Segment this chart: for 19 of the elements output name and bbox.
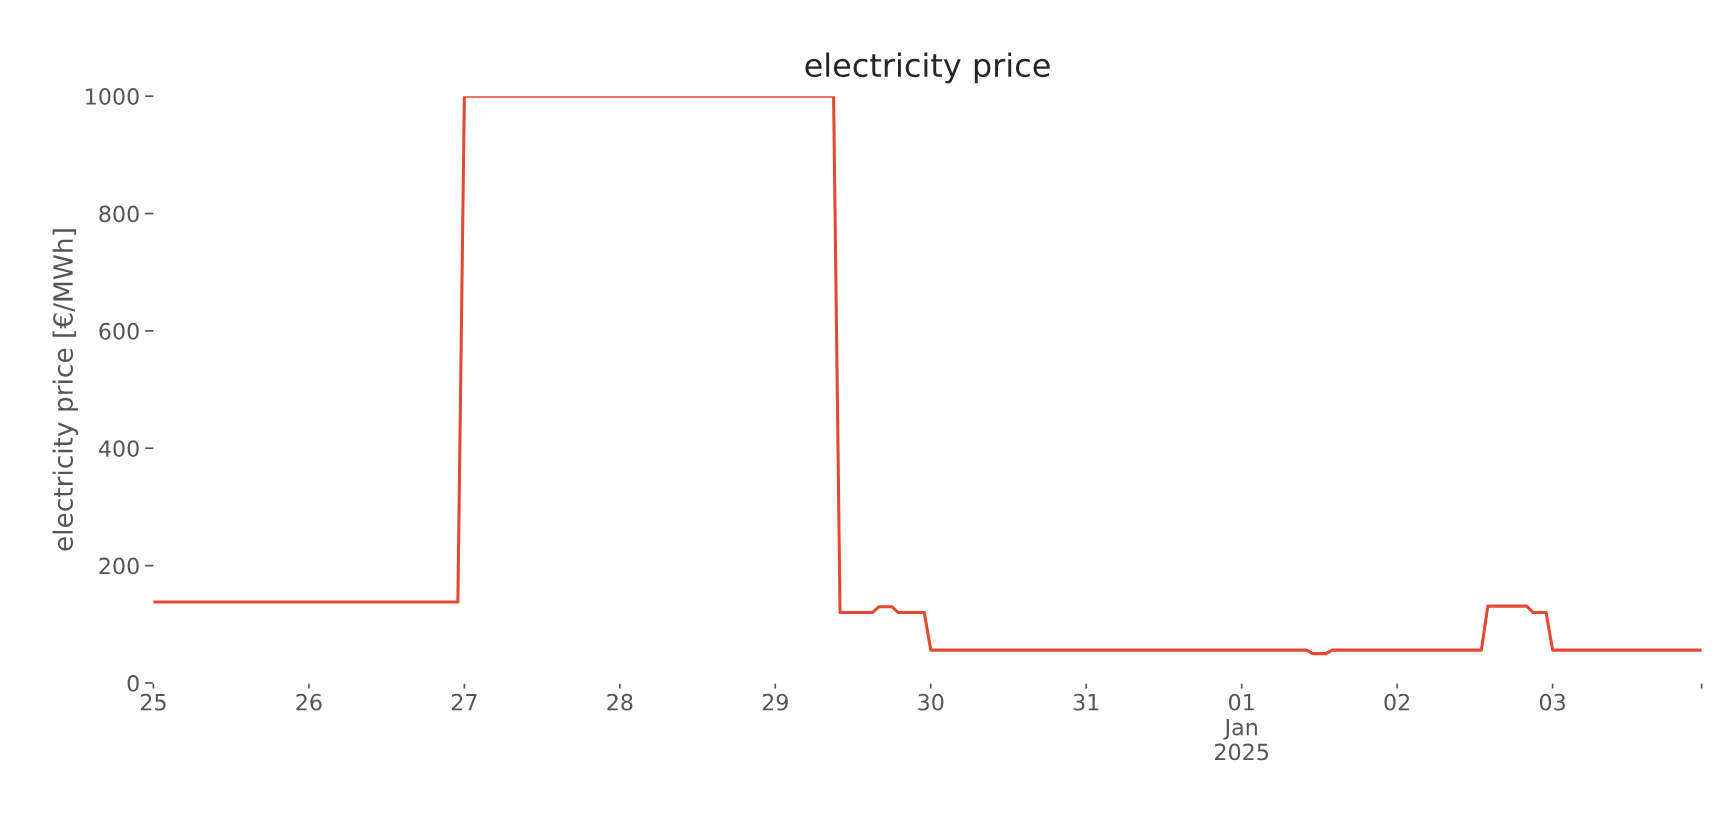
y-tick-label: 600 <box>99 322 139 340</box>
y-tick-label: 800 <box>99 205 139 223</box>
x-tick-label: 29 <box>762 693 788 711</box>
y-tick-label: 0 <box>127 674 139 692</box>
y-tick-label: 1000 <box>86 88 139 105</box>
y-tick-label: 400 <box>98 440 139 458</box>
y-tick-label: 200 <box>99 557 139 575</box>
chart-title: electricity price <box>805 52 1050 84</box>
x-tick-label: 28 <box>607 693 633 711</box>
line-series <box>153 96 1702 656</box>
x-tick-label: 03 <box>1539 693 1565 711</box>
x-tick-label: 01 Jan 2025 <box>1215 693 1269 761</box>
x-tick-label: 31 <box>1073 693 1099 711</box>
x-tick-label: 27 <box>451 693 477 711</box>
x-tick-label: 30 <box>918 693 944 711</box>
y-axis-title: electricity price [€/MWh] <box>52 229 79 551</box>
x-tick-label: 26 <box>296 693 322 711</box>
x-tick-label: 02 <box>1384 693 1410 711</box>
x-tick-label: 25 <box>140 693 166 711</box>
